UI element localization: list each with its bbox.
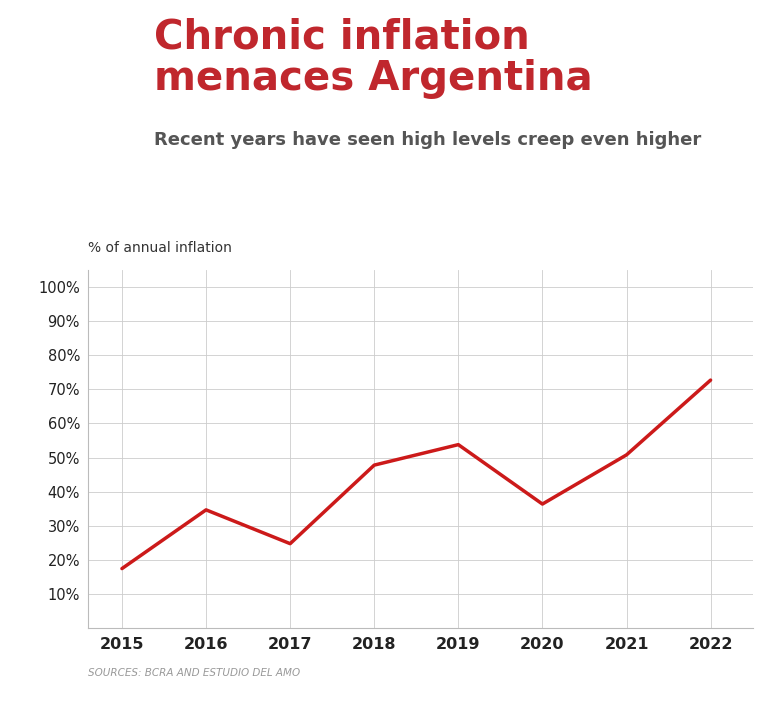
Text: Chronic inflation
menaces Argentina: Chronic inflation menaces Argentina (154, 18, 592, 99)
Text: Recent years have seen high levels creep even higher: Recent years have seen high levels creep… (154, 131, 701, 149)
Text: SOURCES: BCRA AND ESTUDIO DEL AMO: SOURCES: BCRA AND ESTUDIO DEL AMO (88, 668, 300, 678)
Text: % of annual inflation: % of annual inflation (88, 241, 232, 256)
Text: AQ: AQ (40, 45, 98, 79)
